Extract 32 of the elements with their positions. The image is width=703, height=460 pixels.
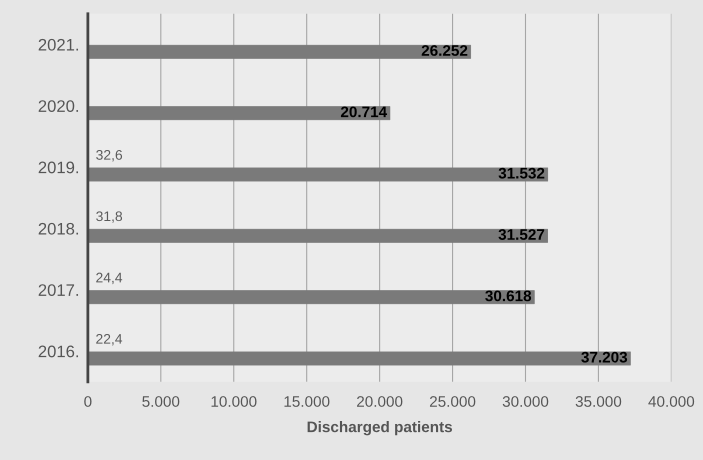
x-tick-label: 5.000 bbox=[142, 396, 180, 407]
data-label: 24,4 bbox=[96, 272, 122, 284]
bar bbox=[88, 168, 548, 182]
bar bbox=[88, 352, 631, 366]
data-label: 32,6 bbox=[96, 150, 122, 162]
x-tick-label: 0 bbox=[84, 396, 92, 407]
data-label: 31.527 bbox=[498, 229, 544, 240]
y-tick-label: 2021. bbox=[38, 38, 78, 51]
y-tick-label: 2018. bbox=[38, 222, 78, 235]
data-label: 22,4 bbox=[96, 334, 122, 346]
data-label: 31.532 bbox=[498, 168, 544, 179]
y-tick-label: 2016. bbox=[38, 346, 78, 358]
x-tick-label: 40.000 bbox=[648, 396, 694, 407]
x-tick-label: 30.000 bbox=[502, 396, 548, 407]
y-tick-label: 2017. bbox=[38, 284, 78, 296]
x-tick-label: 25.000 bbox=[430, 396, 476, 407]
x-axis-title: Discharged patients bbox=[308, 421, 452, 436]
bar bbox=[88, 44, 472, 59]
bar bbox=[88, 290, 535, 304]
bar bbox=[88, 228, 548, 243]
data-label: 37.203 bbox=[581, 352, 628, 363]
bar bbox=[88, 106, 390, 120]
data-label: 31,8 bbox=[96, 211, 122, 223]
x-tick-label: 35.000 bbox=[576, 396, 622, 407]
x-tick-label: 20.000 bbox=[357, 396, 402, 407]
data-label: 26.252 bbox=[422, 45, 468, 56]
y-tick-label: 2019. bbox=[38, 162, 78, 174]
data-label: 30.618 bbox=[485, 290, 532, 302]
y-tick-label: 2020. bbox=[38, 100, 78, 112]
data-label: 20.714 bbox=[340, 106, 388, 118]
x-tick-label: 10.000 bbox=[212, 396, 257, 407]
x-tick-label: 15.000 bbox=[284, 396, 330, 407]
